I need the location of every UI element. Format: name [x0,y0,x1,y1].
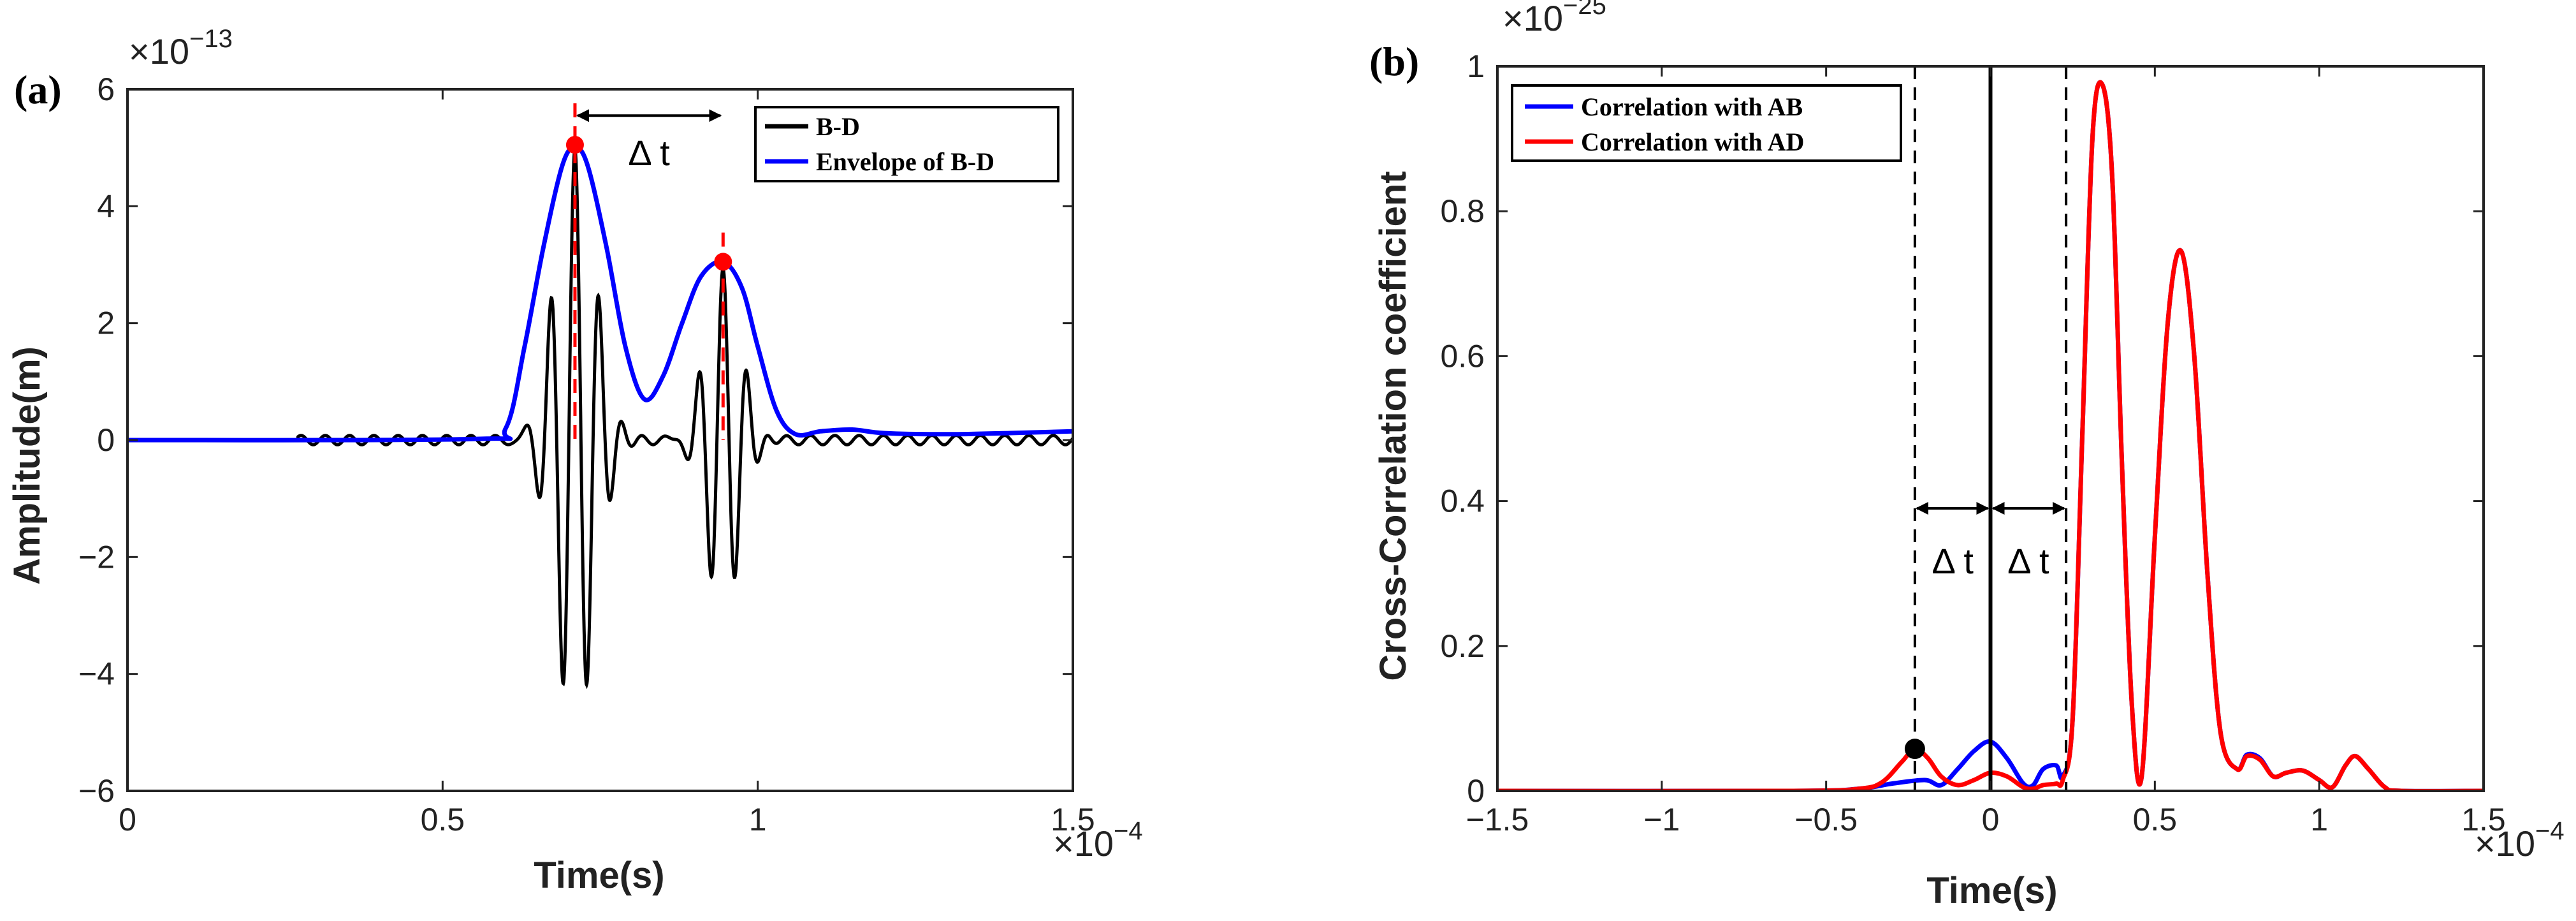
panel-b-x-tick-label: 0.5 [2133,802,2178,837]
panel-a-x-exponent-base: ×10 [1053,823,1114,864]
panel-b-legend-label-ad: Correlation with AD [1581,128,1804,156]
panel-a-x-tick-label: 0.5 [421,802,465,837]
panel-b-peak-marker [1904,739,1925,760]
panel-a-y-tick-label: −2 [78,539,115,575]
panel-a-legend: B-D Envelope of B-D [754,106,1059,182]
panel-b-x-tick-label: −1 [1643,802,1680,837]
panel-a-x-tick-label: 0 [119,802,136,837]
panel-a-ticks: 0 0.5 1 1.5 −6 −4 −2 0 2 4 6 [78,71,1095,837]
panel-a-y-axis-label: Amplitude(m) [6,346,48,585]
panel-b-legend-label-ab: Correlation with AB [1581,92,1803,121]
panel-b-series-ad-line [1497,80,2484,791]
panel-a-x-axis-label: Time(s) [534,855,664,896]
panel-b-x-exponent-power: −4 [2535,817,2565,845]
panel-a-peak2-marker [714,253,732,271]
panel-b-delta-t-label-right: Δ t [2007,541,2049,581]
panel-b-x-tick-label: 1 [2310,802,2328,837]
panel-a-y-tick-label: 4 [97,188,115,224]
panel-a-x-tick-label: 1 [749,802,767,837]
panel-b-y-exponent-base: ×10 [1503,0,1563,38]
panel-b-y-tick-label: 0 [1467,773,1485,809]
panel-b-x-exponent-base: ×10 [2475,823,2535,864]
panel-a-x-exponent: ×10−4 [1053,817,1143,864]
panel-a-y-tick-label: −4 [78,656,115,692]
panel-b-x-tick-label: 1.5 [2461,802,2506,837]
panel-a-x-exponent-power: −4 [1114,817,1143,845]
panel-a-legend-label-b-d: B-D [816,112,860,141]
panel-a-delta-t-label: Δ t [628,133,670,173]
panel-a-y-exponent: ×10−13 [129,25,233,71]
panel-b: (b) ×10−25 ×10−4 Cross-Correlation coeff… [1369,0,2565,911]
panel-b-y-tick-label: 0.2 [1440,628,1485,664]
panel-a-peak1-marker [565,136,584,154]
panel-b-y-axis-label: Cross-Correlation coefficient [1372,171,1414,681]
panel-a-label: (a) [14,67,62,112]
panel-b-y-tick-label: 0.6 [1440,338,1485,374]
panel-a-y-tick-label: −6 [78,773,115,809]
panel-a-y-tick-label: 2 [97,306,115,341]
panel-b-legend-box [1511,84,1902,162]
panel-b-delta-t-label-left: Δ t [1932,541,1974,581]
panel-b-x-axis-label: Time(s) [1926,870,2057,911]
panel-b-x-tick-label: 0 [1982,802,2000,837]
panel-b-x-exponent: ×10−4 [2475,817,2565,864]
panel-b-x-tick-label: −1.5 [1466,802,1529,837]
panel-b-ticks: −1.5 −1 −0.5 0 0.5 1 1.5 0 0.2 0.4 0.6 0.8 1 [1440,48,2505,837]
panel-b-label: (b) [1369,39,1419,84]
panel-a-series-envelope-line [127,145,1073,443]
panel-a-y-tick-label: 0 [97,422,115,458]
panel-a-legend-box [754,106,1059,182]
panel-b-axes-box [1496,65,2485,792]
panel-b-y-tick-label: 0.8 [1440,193,1485,229]
panel-b-y-exponent: ×10−25 [1503,0,1606,38]
panel-b-y-tick-label: 1 [1467,48,1485,84]
panel-b-y-tick-label: 0.4 [1440,483,1485,519]
panel-b-legend: Correlation with AB Correlation with AD [1511,84,1902,162]
panel-b-y-exponent-power: −25 [1563,0,1606,20]
panel-a-y-tick-label: 6 [97,71,115,107]
panel-a-x-tick-label: 1.5 [1051,802,1095,837]
panel-a-legend-label-envelope: Envelope of B-D [816,147,994,176]
panel-a-y-exponent-power: −13 [189,25,233,53]
panel-a-y-exponent-base: ×10 [129,31,189,71]
panel-a-axes-box [126,88,1074,792]
panel-b-x-tick-label: −0.5 [1794,802,1858,837]
panel-a: (a) ×10−13 ×10−4 Amplitude(m) Time(s) Δ … [6,25,1143,896]
